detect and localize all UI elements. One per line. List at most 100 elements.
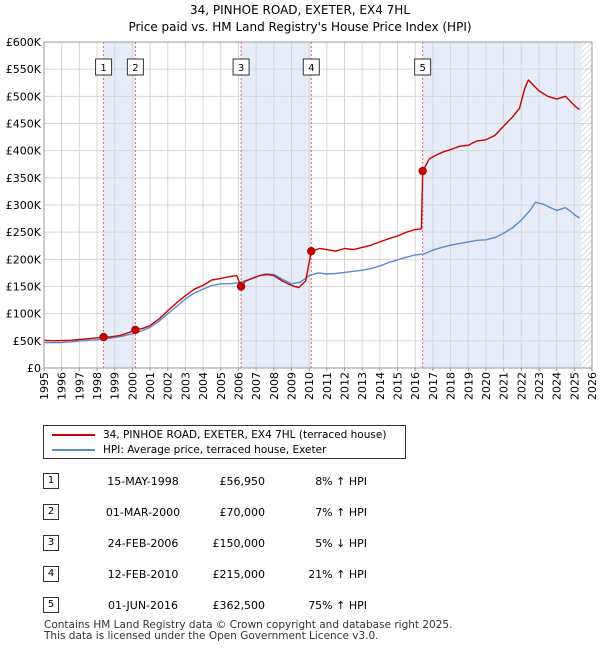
x-tick-label: 2002 bbox=[162, 372, 175, 400]
sale-row: 5 01-JUN-2016 £362,500 75% ↑ HPI bbox=[43, 596, 443, 616]
sale-row: 2 01-MAR-2000 £70,000 7% ↑ HPI bbox=[43, 503, 443, 523]
y-tick-label: £100K bbox=[6, 308, 42, 321]
y-tick-label: £600K bbox=[6, 36, 42, 49]
legend-item-property: 34, PINHOE ROAD, EXETER, EX4 7HL (terrac… bbox=[52, 428, 386, 442]
x-tick-label: 1999 bbox=[109, 372, 122, 400]
sale-label-box bbox=[302, 58, 320, 76]
x-tick-label: 2012 bbox=[339, 372, 352, 400]
x-tick-label: 2013 bbox=[356, 372, 369, 400]
x-tick-label: 2022 bbox=[515, 372, 528, 400]
x-tick-label: 2011 bbox=[321, 372, 334, 400]
footer-attribution: Contains HM Land Registry data © Crown c… bbox=[44, 620, 452, 642]
footer-line-copyright: Contains HM Land Registry data © Crown c… bbox=[44, 619, 453, 631]
legend-swatch-property bbox=[52, 434, 95, 436]
y-tick-label: £400K bbox=[6, 145, 42, 158]
sale-hpi-diff: 5% ↓ HPI bbox=[315, 537, 367, 550]
y-tick-label: £450K bbox=[6, 118, 42, 131]
x-tick-label: 1997 bbox=[73, 372, 86, 400]
y-tick-label: £300K bbox=[6, 199, 42, 212]
sale-label: 1 bbox=[100, 63, 106, 74]
property-price-line bbox=[43, 79, 580, 342]
x-tick-label: 2019 bbox=[462, 372, 475, 400]
legend-swatch-hpi bbox=[52, 449, 95, 451]
sale-price: £215,000 bbox=[212, 568, 266, 581]
y-tick-label: £50K bbox=[13, 335, 42, 348]
sale-number-badge: 2 bbox=[43, 504, 59, 520]
chart-title: 34, PINHOE ROAD, EXETER, EX4 7HL bbox=[190, 3, 410, 17]
x-tick-label: 2021 bbox=[498, 372, 511, 400]
sale-label-box bbox=[414, 58, 432, 76]
sale-number-badge: 5 bbox=[43, 597, 59, 613]
x-tick-label: 2024 bbox=[551, 372, 564, 400]
sale-number-badge: 3 bbox=[43, 535, 59, 551]
y-tick-label: £150K bbox=[6, 281, 42, 294]
y-tick-label: £350K bbox=[6, 172, 42, 185]
x-tick-label: 2005 bbox=[215, 372, 228, 400]
sale-number-badge: 1 bbox=[43, 473, 59, 489]
sale-date: 12-FEB-2010 bbox=[107, 568, 179, 581]
sale-label-box bbox=[95, 58, 113, 76]
sale-point bbox=[131, 325, 140, 335]
sale-label-box bbox=[232, 58, 250, 76]
sale-row: 4 12-FEB-2010 £215,000 21% ↑ HPI bbox=[43, 565, 443, 585]
x-tick-label: 2000 bbox=[126, 372, 139, 400]
sale-point bbox=[236, 282, 246, 291]
sale-date: 01-MAR-2000 bbox=[105, 506, 181, 519]
sale-row: 1 15-MAY-1998 £56,950 8% ↑ HPI bbox=[43, 472, 443, 492]
sale-hpi-diff: 8% ↑ HPI bbox=[315, 475, 367, 488]
sale-label-box bbox=[126, 58, 144, 76]
x-tick-label: 2026 bbox=[586, 372, 599, 400]
sale-date: 15-MAY-1998 bbox=[107, 475, 179, 488]
price-chart: 34, PINHOE ROAD, EXETER, EX4 7HL Price p… bbox=[6, 3, 599, 400]
sale-point bbox=[418, 166, 427, 176]
x-tick-label: 2014 bbox=[374, 372, 387, 400]
y-tick-label: £500K bbox=[6, 90, 42, 103]
sale-date: 24-FEB-2006 bbox=[107, 537, 179, 550]
x-tick-label: 2010 bbox=[303, 372, 316, 400]
sale-price: £70,000 bbox=[219, 506, 266, 519]
x-tick-label: 2015 bbox=[392, 372, 405, 400]
sale-hpi-diff: 7% ↑ HPI bbox=[315, 506, 367, 519]
legend-item-hpi: HPI: Average price, terraced house, Exet… bbox=[52, 443, 326, 457]
x-tick-label: 2004 bbox=[197, 372, 210, 400]
sale-label: 4 bbox=[308, 63, 314, 74]
chart-subtitle: Price paid vs. HM Land Registry's House … bbox=[128, 20, 471, 34]
sale-price: £362,500 bbox=[212, 599, 266, 612]
sale-price: £56,950 bbox=[219, 475, 266, 488]
plot-area bbox=[43, 41, 593, 369]
x-tick-label: 2023 bbox=[533, 372, 546, 400]
sale-label: 5 bbox=[419, 63, 425, 74]
legend-label-property: 34, PINHOE ROAD, EXETER, EX4 7HL (terrac… bbox=[103, 429, 387, 441]
sale-hpi-diff: 75% ↑ HPI bbox=[308, 599, 367, 612]
y-tick-label: £200K bbox=[6, 253, 42, 266]
x-tick-label: 2001 bbox=[144, 372, 157, 400]
y-tick-label: £0 bbox=[27, 362, 41, 375]
sale-label: 2 bbox=[132, 63, 138, 74]
sale-point bbox=[307, 246, 316, 256]
x-tick-label: 1998 bbox=[91, 372, 104, 400]
legend-label-hpi: HPI: Average price, terraced house, Exet… bbox=[103, 444, 327, 456]
x-tick-label: 2006 bbox=[232, 372, 245, 400]
x-tick-label: 2007 bbox=[250, 372, 263, 400]
x-tick-label: 1996 bbox=[56, 372, 69, 400]
x-tick-label: 2018 bbox=[445, 372, 458, 400]
sale-hpi-diff: 21% ↑ HPI bbox=[308, 568, 367, 581]
x-tick-label: 2020 bbox=[480, 372, 493, 400]
footer-line-license: This data is licensed under the Open Gov… bbox=[44, 630, 379, 642]
x-tick-label: 1995 bbox=[38, 372, 51, 400]
x-tick-label: 2008 bbox=[268, 372, 281, 400]
x-tick-label: 2003 bbox=[179, 372, 192, 400]
x-tick-label: 2016 bbox=[409, 372, 422, 400]
sale-price: £150,000 bbox=[212, 537, 266, 550]
sale-number-badge: 4 bbox=[43, 566, 59, 582]
sale-date: 01-JUN-2016 bbox=[107, 599, 179, 612]
y-tick-label: £250K bbox=[6, 226, 42, 239]
sale-label: 3 bbox=[238, 63, 244, 74]
y-tick-label: £550K bbox=[6, 63, 42, 76]
sale-row: 3 24-FEB-2006 £150,000 5% ↓ HPI bbox=[43, 534, 443, 554]
sale-point bbox=[99, 332, 108, 342]
x-tick-label: 2025 bbox=[568, 372, 581, 400]
chart-legend: 34, PINHOE ROAD, EXETER, EX4 7HL (terrac… bbox=[43, 425, 406, 459]
x-tick-label: 2017 bbox=[427, 372, 440, 400]
x-tick-label: 2009 bbox=[285, 372, 298, 400]
